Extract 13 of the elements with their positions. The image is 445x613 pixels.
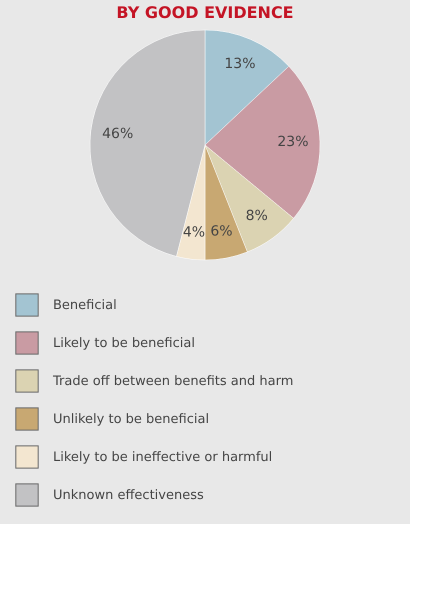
legend-label: Unknown effectiveness bbox=[53, 488, 204, 503]
legend-label: Trade off between benefits and harm bbox=[52, 374, 294, 389]
legend-label: Likely to be beneficial bbox=[53, 336, 195, 351]
data-label: 8% bbox=[246, 208, 268, 224]
legend-label: Beneficial bbox=[53, 298, 117, 313]
data-label: 46% bbox=[102, 126, 134, 142]
data-label: 13% bbox=[224, 56, 256, 72]
data-label: 4% bbox=[182, 224, 206, 240]
legend-label: Unlikely to be beneficial bbox=[53, 412, 210, 427]
data-label: 23% bbox=[277, 134, 309, 150]
data-label: 6% bbox=[210, 223, 233, 240]
legend-label: Likely to be ineffective or harmful bbox=[53, 450, 272, 465]
chart-title: BY GOOD EVIDENCE bbox=[116, 3, 294, 22]
